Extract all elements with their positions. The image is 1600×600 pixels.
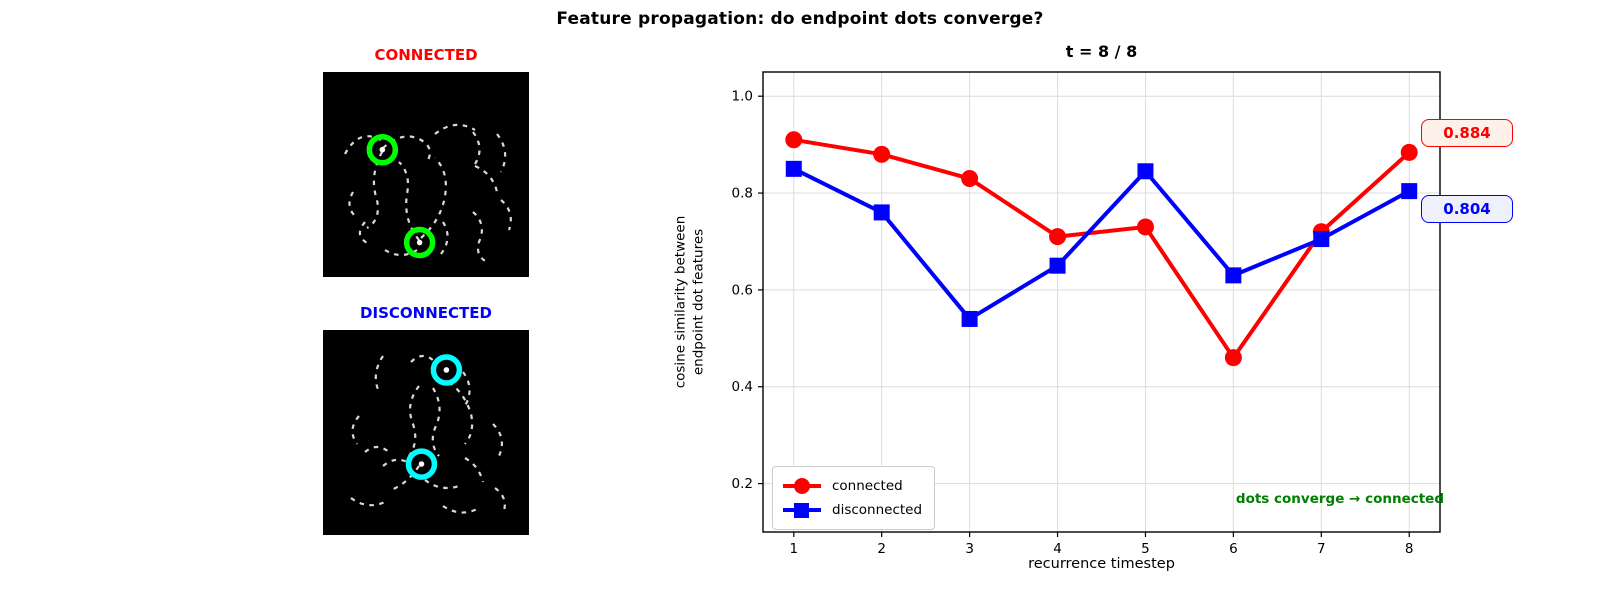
y-tick-label: 0.8 — [732, 186, 753, 202]
x-tick-label: 1 — [789, 541, 798, 557]
chart-title: t = 8 / 8 — [1065, 42, 1138, 61]
dashed-stroke — [448, 381, 474, 445]
dashed-stroke — [440, 221, 449, 255]
legend-square — [794, 503, 809, 518]
dashed-stroke — [462, 371, 471, 407]
endpoint-dot — [379, 146, 386, 153]
series-connected-marker — [1400, 143, 1418, 161]
dashed-stroke — [420, 157, 447, 239]
dashed-stroke — [442, 505, 480, 514]
y-tick-label: 1.0 — [732, 89, 753, 105]
y-axis-label-line2: endpoint dot features — [690, 228, 706, 376]
y-tick-label: 0.2 — [732, 476, 753, 492]
series-disconnected-marker — [1225, 267, 1242, 284]
dashed-stroke — [374, 355, 384, 393]
series-disconnected-marker — [1049, 257, 1066, 274]
connected-panel-title: CONNECTED — [374, 46, 478, 64]
endpoint-dot — [418, 461, 425, 467]
dashed-stroke — [472, 131, 481, 165]
dashed-stroke — [434, 123, 476, 135]
disconnected-end-value-badge: 0.804 — [1421, 195, 1513, 223]
dashed-stroke — [496, 133, 507, 173]
endpoint-ring — [430, 354, 463, 386]
dashed-stroke — [410, 354, 436, 363]
square-marker-icon — [783, 503, 821, 518]
series-disconnected-marker — [1313, 231, 1330, 248]
series-disconnected-marker — [785, 160, 802, 177]
endpoint-dot — [443, 367, 450, 373]
dashed-stroke — [431, 387, 441, 457]
series-connected-marker — [785, 131, 803, 149]
circle-marker-icon — [783, 478, 821, 494]
x-tick-label: 8 — [1405, 541, 1414, 557]
dashed-stroke — [350, 497, 386, 507]
series-disconnected-marker — [873, 204, 890, 221]
legend-label: disconnected — [832, 502, 923, 518]
dashed-stroke — [472, 211, 488, 263]
dashed-stroke — [366, 151, 383, 229]
y-tick-label: 0.6 — [732, 282, 753, 298]
disconnected-stimulus-svg — [350, 354, 506, 515]
y-tick-label: 0.4 — [732, 379, 753, 395]
x-tick-label: 5 — [1141, 541, 1150, 557]
series-connected-marker — [1224, 349, 1242, 367]
dashed-stroke — [494, 487, 506, 515]
axes-frame — [762, 71, 1441, 533]
disconnected-stimulus-image — [323, 330, 529, 535]
connected-end-value-badge: 0.884 — [1421, 119, 1513, 147]
figure-title: Feature propagation: do endpoint dots co… — [556, 9, 1044, 29]
connected-stimulus-image — [323, 72, 529, 277]
series-connected-marker — [1049, 228, 1067, 246]
similarity-chart: t = 8 / 8 1 2 3 4 5 6 7 8 0.2 0.4 0.6 0.8 1.0 cosine… — [660, 40, 1590, 600]
series-connected-marker — [873, 145, 891, 163]
dashed-stroke — [390, 465, 420, 492]
series-disconnected-line — [791, 166, 1412, 321]
x-tick-label: 3 — [965, 541, 974, 557]
x-tick-label: 2 — [877, 541, 886, 557]
series-disconnected-marker — [961, 310, 978, 327]
endpoint-ring — [366, 133, 399, 166]
converge-annotation: dots converge → connected — [1235, 491, 1444, 507]
legend-label: connected — [832, 478, 903, 494]
endpoint-dot — [416, 239, 423, 246]
dashed-stroke — [351, 415, 360, 445]
legend: connected disconnected — [772, 466, 936, 530]
endpoint-ring — [405, 448, 438, 480]
connected-stimulus-svg — [344, 123, 512, 263]
dashed-stroke — [492, 423, 504, 457]
disconnected-panel-title: DISCONNECTED — [360, 304, 492, 322]
legend-entry-connected: connected — [782, 474, 922, 498]
series-connected-marker — [1136, 218, 1154, 236]
x-tick-label: 7 — [1317, 541, 1326, 557]
dashed-stroke — [398, 161, 420, 241]
dashed-stroke — [348, 191, 356, 217]
series-disconnected-marker — [1137, 163, 1154, 180]
dashed-strokes — [350, 354, 506, 515]
legend-entry-disconnected: disconnected — [782, 498, 922, 522]
dashed-stroke — [500, 199, 512, 231]
dashed-stroke — [474, 164, 499, 193]
plot-area: 1 2 3 4 5 6 7 8 0.2 0.4 0.6 0.8 1.0 — [732, 71, 1441, 557]
series-connected-marker — [961, 170, 979, 188]
x-tick-label: 6 — [1229, 541, 1238, 557]
dashed-stroke — [382, 458, 408, 467]
x-tick-label: 4 — [1053, 541, 1062, 557]
dashed-stroke — [424, 479, 460, 490]
dashed-stroke — [358, 221, 370, 245]
legend-circle — [794, 478, 810, 494]
dashed-stroke — [408, 385, 420, 457]
dashed-stroke — [464, 457, 485, 483]
series-connected-line — [791, 137, 1412, 360]
y-axis-label-line1: cosine similarity between — [672, 215, 689, 389]
y-axis-label: cosine similarity between endpoint dot f… — [672, 216, 707, 389]
x-axis-label: recurrence timestep — [1028, 556, 1175, 572]
series-disconnected-marker — [1401, 183, 1418, 200]
dashed-stroke — [364, 445, 390, 453]
endpoint-ring — [403, 226, 436, 259]
